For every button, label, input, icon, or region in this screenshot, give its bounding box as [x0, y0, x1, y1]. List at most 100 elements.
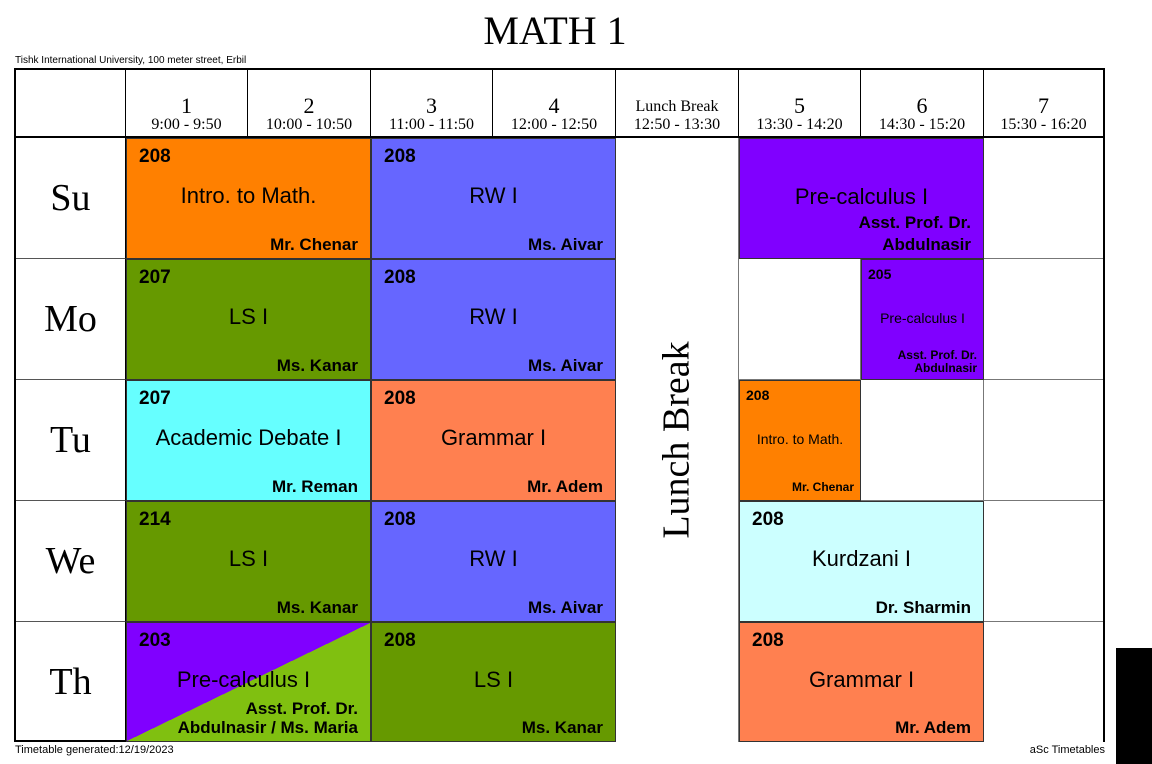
room-number: 208 [139, 146, 171, 167]
period-header-7: 7 15:30 - 16:20 [984, 70, 1103, 138]
day-label-mo: Mo [16, 259, 126, 380]
empty-cell[interactable] [984, 380, 1103, 501]
teacher-surname: Abdulnasir [882, 235, 971, 254]
lesson-card[interactable]: 207 LS I Ms. Kanar [126, 259, 371, 380]
lesson-card[interactable]: 214 LS I Ms. Kanar [126, 501, 371, 622]
subject-name: Academic Debate I [155, 425, 342, 450]
room-number: 208 [384, 388, 416, 409]
lesson-card[interactable]: 208 Grammar I Mr. Adem [739, 622, 984, 742]
empty-cell[interactable] [739, 259, 861, 380]
lunch-break-column: Lunch Break [616, 138, 739, 742]
period-number: 3 [426, 93, 437, 118]
lesson-card[interactable]: Pre-calculus I Asst. Prof. Dr. Abdulnasi… [739, 138, 984, 259]
lunch-break-label: Lunch Break [656, 341, 698, 539]
subject-name: LS I [228, 546, 269, 571]
room-number: 208 [384, 267, 416, 288]
period-time: 9:00 - 9:50 [151, 116, 222, 133]
teacher-name: Ms. Aivar [528, 356, 603, 375]
day-label-tu: Tu [16, 380, 126, 501]
period-header-3: 3 11:00 - 11:50 [371, 70, 493, 138]
lesson-card-shared[interactable]: 203 Pre-calculus I Asst. Prof. Dr. Abdul… [126, 622, 371, 742]
lesson-card[interactable]: 207 Academic Debate I Mr. Reman [126, 380, 371, 501]
teacher-name: Mr. Chenar [270, 235, 358, 254]
lesson-card[interactable]: 208 Grammar I Mr. Adem [371, 380, 616, 501]
subject-name: RW I [469, 546, 518, 571]
teacher-name: Mr. Adem [527, 477, 603, 496]
day-label-we: We [16, 501, 126, 622]
period-time: 12:50 - 13:30 [633, 116, 721, 133]
subject-name: Kurdzani I [811, 546, 912, 571]
subject-name: Pre-calculus I [794, 184, 929, 209]
teacher-name: Asst. Prof. Dr. Abdulnasir [898, 349, 977, 375]
period-number: 1 [181, 93, 192, 118]
lesson-card[interactable]: 208 RW I Ms. Aivar [371, 501, 616, 622]
room-number: 207 [139, 388, 171, 409]
lesson-card[interactable]: 208 Intro. to Math. Mr. Chenar [126, 138, 371, 259]
period-time: 13:30 - 14:20 [756, 116, 843, 133]
teacher-name: Mr. Chenar [791, 480, 854, 494]
period-number: 7 [1038, 93, 1049, 118]
timetable-title: MATH 1 [483, 8, 627, 53]
period-time: 14:30 - 15:20 [878, 116, 966, 133]
empty-cell[interactable] [984, 138, 1103, 259]
generator-brand: aSc Timetables [1029, 744, 1105, 756]
teacher-name: Mr. Adem [895, 718, 971, 737]
room-number: 214 [139, 509, 171, 530]
teacher-surname: Abdulnasir [914, 361, 977, 375]
institution-address: Tishk International University, 100 mete… [15, 55, 247, 66]
lesson-card[interactable]: 208 LS I Ms. Kanar [371, 622, 616, 742]
period-time: 12:00 - 12:50 [510, 116, 598, 133]
empty-cell[interactable] [984, 622, 1103, 742]
room-number: 207 [139, 267, 171, 288]
teacher-title: Asst. Prof. Dr. [897, 348, 977, 362]
subject-name: Intro. to Math. [180, 183, 317, 208]
generated-date: Timetable generated:12/19/2023 [15, 744, 174, 756]
empty-cell[interactable] [861, 380, 984, 501]
period-number: 5 [794, 93, 805, 118]
empty-cell[interactable] [984, 501, 1103, 622]
period-time: 15:30 - 16:20 [1000, 116, 1087, 133]
period-time: 10:00 - 10:50 [265, 116, 353, 133]
teacher-name: Ms. Kanar [276, 598, 358, 617]
teacher-name: Mr. Reman [272, 477, 358, 496]
period-number: 4 [548, 93, 560, 118]
period-header-4: 4 12:00 - 12:50 [493, 70, 616, 138]
subject-name: LS I [473, 667, 514, 692]
corner-cell [16, 70, 126, 138]
empty-cell[interactable] [984, 259, 1103, 380]
room-number: 208 [384, 146, 416, 167]
period-header-1: 1 9:00 - 9:50 [126, 70, 248, 138]
subject-name: Pre-calculus I [880, 310, 965, 326]
room-number: 205 [868, 266, 892, 282]
subject-name: RW I [469, 304, 518, 329]
room-number: 208 [752, 509, 784, 530]
period-number: 2 [303, 93, 315, 118]
subject-name: Grammar I [808, 667, 915, 692]
lesson-card[interactable]: 208 RW I Ms. Aivar [371, 259, 616, 380]
black-overlay-block [1116, 648, 1152, 764]
subject-name: RW I [469, 183, 518, 208]
lesson-card[interactable]: 208 Intro. to Math. Mr. Chenar [739, 380, 861, 501]
period-time: 11:00 - 11:50 [388, 116, 475, 133]
timetable-grid: 1 9:00 - 9:50 2 10:00 - 10:50 3 11:00 - … [14, 68, 1105, 742]
subject-name: LS I [228, 304, 269, 329]
lesson-card[interactable]: 208 Kurdzani I Dr. Sharmin [739, 501, 984, 622]
teacher-name: Dr. Sharmin [875, 598, 971, 617]
teacher-title: Asst. Prof. Dr. [858, 213, 971, 232]
teacher-name: Asst. Prof. Dr. Abdulnasir / Ms. Maria [178, 699, 358, 737]
teacher-name: Ms. Kanar [276, 356, 358, 375]
subject-name: Pre-calculus I [176, 667, 311, 692]
period-header-lunch: Lunch Break 12:50 - 13:30 [616, 70, 739, 138]
day-label-su: Su [16, 138, 126, 259]
teacher-name: Asst. Prof. Dr. Abdulnasir [859, 213, 971, 254]
period-header-2: 2 10:00 - 10:50 [248, 70, 371, 138]
day-label-th: Th [16, 622, 126, 742]
teacher-title: Asst. Prof. Dr. [245, 699, 358, 718]
period-label: Lunch Break [635, 98, 719, 115]
room-number: 208 [384, 630, 416, 651]
room-number: 208 [746, 387, 770, 403]
lesson-card[interactable]: 205 Pre-calculus I Asst. Prof. Dr. Abdul… [861, 259, 984, 380]
teacher-name: Ms. Kanar [521, 718, 603, 737]
period-number: 6 [916, 93, 928, 118]
lesson-card[interactable]: 208 RW I Ms. Aivar [371, 138, 616, 259]
